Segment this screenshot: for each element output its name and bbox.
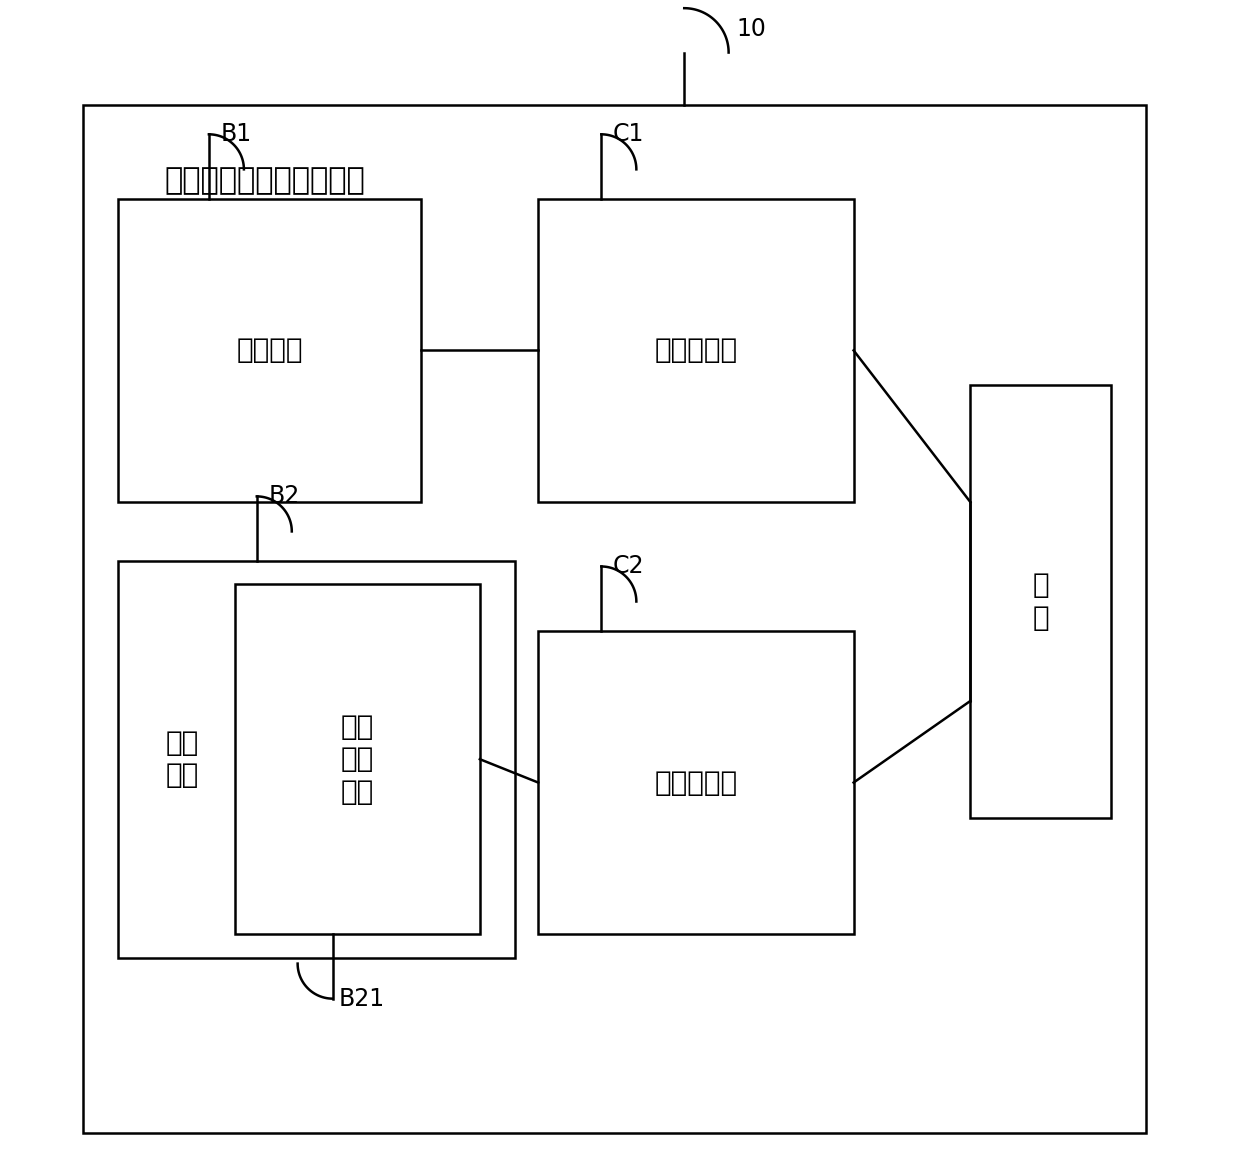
FancyBboxPatch shape: [118, 199, 422, 502]
FancyBboxPatch shape: [538, 199, 853, 502]
FancyBboxPatch shape: [538, 631, 853, 934]
Text: 多个
电池
分包: 多个 电池 分包: [341, 712, 373, 806]
Text: B1: B1: [221, 123, 252, 146]
Text: 副电
池包: 副电 池包: [165, 729, 198, 790]
Text: 主接触器组: 主接触器组: [655, 336, 738, 364]
FancyBboxPatch shape: [83, 105, 1146, 1133]
Text: 10: 10: [737, 18, 766, 41]
FancyBboxPatch shape: [118, 561, 515, 958]
Text: 负
载: 负 载: [1032, 571, 1049, 632]
Text: 电动车用双电池供电装置: 电动车用双电池供电装置: [165, 167, 366, 195]
Text: C1: C1: [613, 123, 645, 146]
Text: 主电池包: 主电池包: [237, 336, 303, 364]
Text: B2: B2: [268, 485, 300, 508]
FancyBboxPatch shape: [234, 584, 480, 934]
FancyBboxPatch shape: [971, 385, 1111, 818]
Text: C2: C2: [613, 555, 645, 578]
Text: 副接触器组: 副接触器组: [655, 769, 738, 797]
Text: B21: B21: [339, 987, 384, 1010]
